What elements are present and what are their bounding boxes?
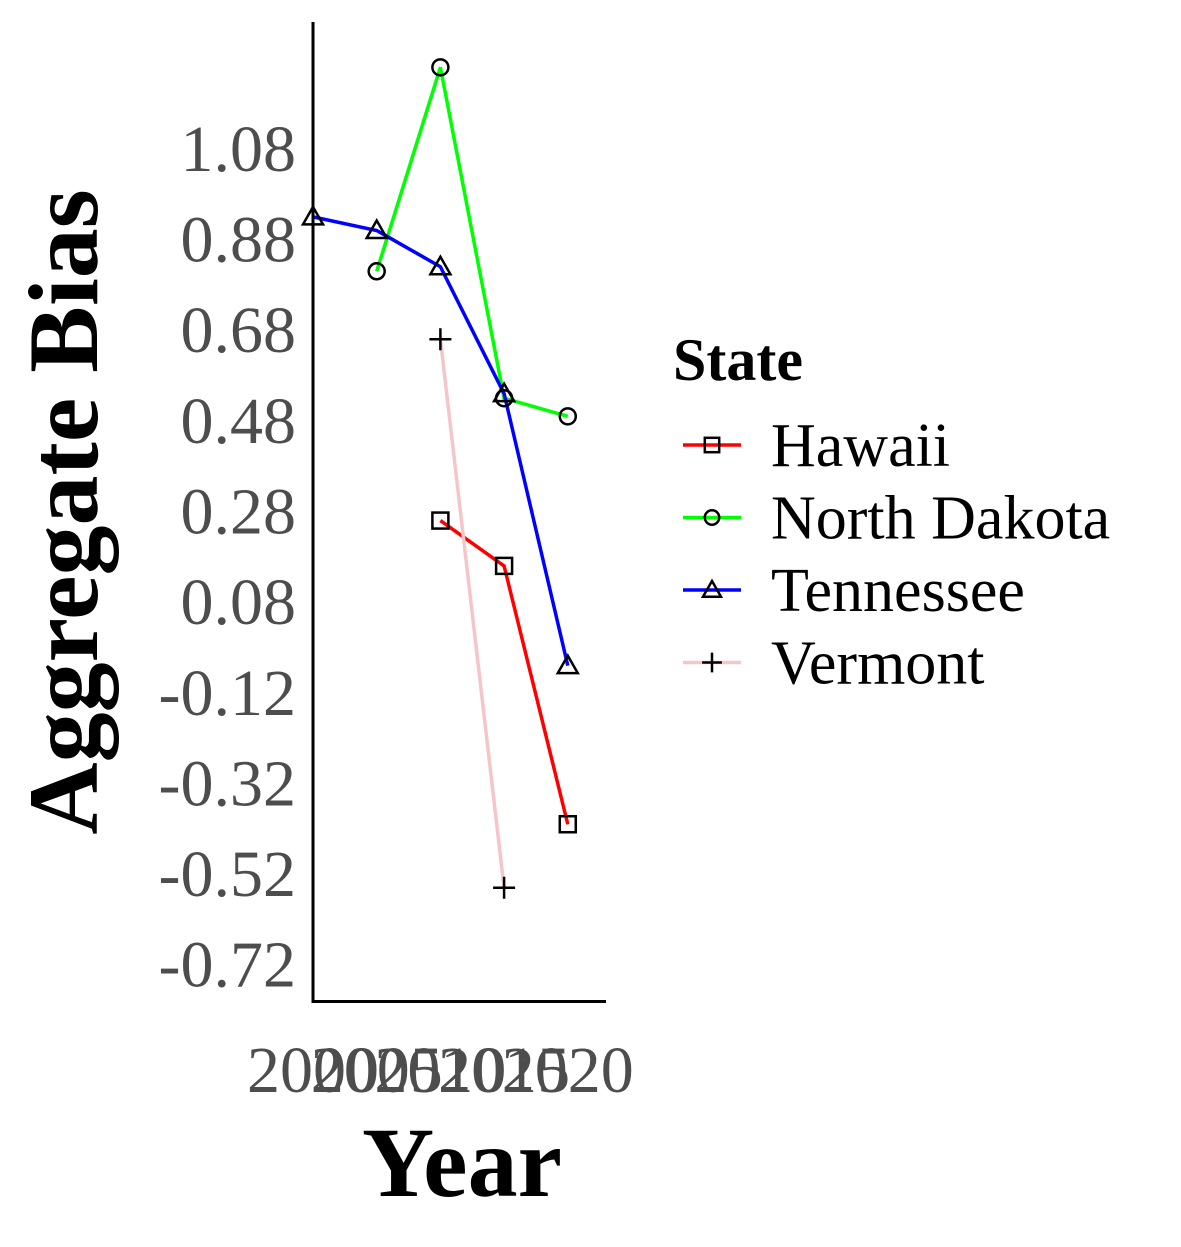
y-tick-label: 1.08 xyxy=(181,113,297,186)
legend-label: Hawaii xyxy=(771,412,950,480)
legend-label: North Dakota xyxy=(771,485,1110,553)
x-tick-label: 2000 xyxy=(247,1034,379,1107)
legend-item-north-dakota: North Dakota xyxy=(683,485,1110,553)
data-point-north-dakota xyxy=(558,407,578,426)
series-line-north-dakota xyxy=(375,66,569,419)
y-tick-label: 0.88 xyxy=(181,204,297,277)
x-tick-label: 2015 xyxy=(438,1034,570,1107)
data-point-tennessee xyxy=(364,217,389,240)
x-tick-label: 2005 xyxy=(311,1034,443,1107)
legend-item-hawaii: Hawaii xyxy=(683,412,950,480)
legend-label: Tennessee xyxy=(771,557,1025,625)
data-point-north-dakota xyxy=(431,58,450,77)
data-point-north-dakota xyxy=(367,262,386,281)
legend-swatch-marker xyxy=(700,578,724,598)
y-tick-label: 0.28 xyxy=(181,476,297,549)
series-markers xyxy=(300,58,580,899)
series-line-tennessee xyxy=(312,215,570,667)
legend-label: Vermont xyxy=(771,630,985,698)
y-axis-title: Aggregate Bias xyxy=(8,189,119,834)
data-point-vermont xyxy=(429,328,452,351)
legend-item-vermont: Vermont xyxy=(683,630,985,698)
data-point-hawaii xyxy=(494,556,514,576)
legend-title: State xyxy=(673,327,803,393)
series-lines xyxy=(312,66,570,888)
y-tick-label: -0.72 xyxy=(159,929,296,1002)
y-tick-label: -0.12 xyxy=(159,657,296,730)
y-tick-label: -0.32 xyxy=(159,747,296,820)
y-axis-ticks: -0.72 -0.52 -0.32 -0.12 0.08 0.28 0.48 0.68 0.88… xyxy=(159,113,296,1002)
y-tick-label: 0.08 xyxy=(181,566,297,639)
data-point-tennessee xyxy=(491,381,517,403)
legend-swatch-marker xyxy=(703,509,721,526)
legend-item-tennessee: Tennessee xyxy=(683,557,1025,625)
x-tick-label: 2010 xyxy=(374,1034,506,1107)
data-point-tennessee xyxy=(555,653,580,675)
legend-swatch-marker xyxy=(702,652,722,673)
y-tick-label: 0.48 xyxy=(181,385,297,458)
y-tick-label: -0.52 xyxy=(159,838,296,911)
y-tick-label: 0.68 xyxy=(181,294,297,367)
data-point-hawaii xyxy=(431,511,450,530)
legend-swatch-marker xyxy=(703,436,721,454)
data-point-hawaii xyxy=(558,814,578,834)
series-line-hawaii xyxy=(439,519,570,825)
x-axis-title: Year xyxy=(362,1107,562,1218)
data-point-vermont xyxy=(493,876,516,899)
series-line-vermont xyxy=(438,339,506,888)
x-tick-label: 2020 xyxy=(502,1034,634,1107)
data-point-tennessee xyxy=(428,254,453,276)
